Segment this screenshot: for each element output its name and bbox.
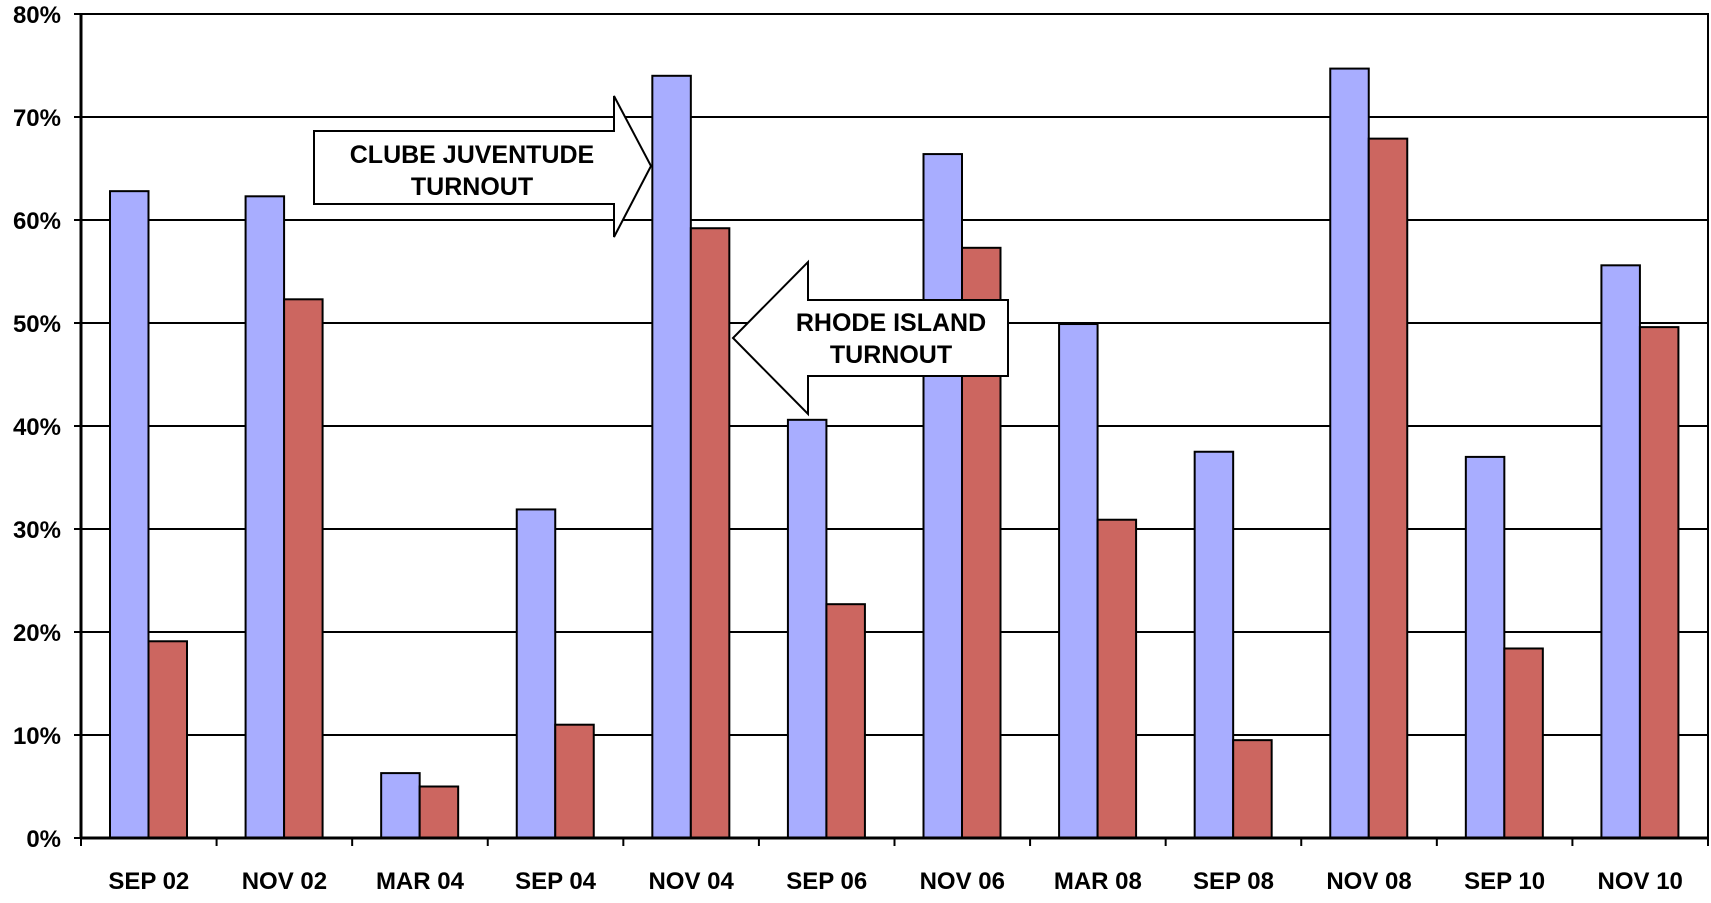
- y-tick-label: 10%: [13, 723, 61, 750]
- x-tick-label: NOV 02: [242, 868, 327, 895]
- bar-series-2-sep-06: [825, 603, 866, 839]
- bar-series-1-mar-04: [380, 772, 421, 839]
- bar-series-2-nov-08: [1367, 137, 1409, 839]
- bar-series-2-mar-08: [1096, 518, 1138, 839]
- x-tick-label: NOV 06: [920, 868, 1005, 895]
- right-arrow-shape: [313, 95, 653, 238]
- x-axis-tick-labels: SEP 02 NOV 02 MAR 04 SEP 04 NOV 04 SEP 06 NOV …: [108, 868, 1683, 895]
- y-tick-label: 50%: [13, 311, 61, 338]
- bar-series-2-sep-04: [554, 723, 595, 840]
- axes-layer: [74, 13, 1709, 846]
- bar-series-2-sep-02: [147, 640, 188, 840]
- bar-series-1-mar-08: [1058, 323, 1099, 839]
- y-tick-label: 70%: [13, 105, 61, 132]
- callout-2-line-2: TURNOUT: [830, 341, 952, 369]
- bar-series-1-sep-06: [786, 418, 828, 839]
- x-tick-label: MAR 08: [1054, 868, 1142, 895]
- bar-series-1-sep-10: [1464, 455, 1506, 839]
- x-tick-label: MAR 04: [376, 868, 465, 895]
- bar-series-1-nov-02: [244, 195, 286, 839]
- y-tick-label: 80%: [13, 2, 61, 29]
- x-tick-label: SEP 08: [1193, 868, 1274, 895]
- y-tick-label: 40%: [13, 414, 61, 441]
- bars-layer: [109, 67, 1680, 840]
- left-arrow-shape: [731, 259, 1009, 417]
- x-tick-label: SEP 06: [786, 868, 867, 895]
- callout-1-line-2: TURNOUT: [411, 173, 533, 201]
- bar-series-2-nov-02: [283, 298, 324, 839]
- bar-series-1-sep-08: [1193, 450, 1235, 839]
- y-tick-label: 60%: [13, 208, 61, 235]
- bar-series-2-sep-08: [1232, 739, 1273, 840]
- bar-series-1-sep-02: [109, 190, 150, 840]
- y-tick-label: 30%: [13, 517, 61, 544]
- bar-series-2-sep-10: [1503, 647, 1544, 839]
- x-tick-label: NOV 04: [648, 868, 734, 895]
- bar-series-1-sep-04: [515, 508, 557, 839]
- bar-series-2-mar-04: [418, 785, 460, 839]
- callout-1-line-1: CLUBE JUVENTUDE: [350, 141, 594, 169]
- bar-series-2-nov-10: [1638, 326, 1680, 839]
- bar-series-1-nov-08: [1329, 67, 1370, 839]
- x-tick-label: SEP 02: [108, 868, 189, 895]
- bar-series-1-nov-10: [1600, 264, 1641, 839]
- bar-series-2-nov-04: [689, 227, 731, 840]
- clube-juventude-turnout-callout: CLUBE JUVENTUDE TURNOUT: [313, 95, 653, 238]
- rhode-island-turnout-callout: RHODE ISLAND TURNOUT: [731, 259, 1009, 417]
- y-axis-tick-labels: 0% 10% 20% 30% 40% 50% 60% 70% 80%: [13, 2, 61, 853]
- callout-2-line-1: RHODE ISLAND: [796, 309, 986, 337]
- bar-series-1-nov-04: [651, 74, 692, 840]
- x-tick-label: SEP 10: [1464, 868, 1545, 895]
- x-tick-label: NOV 10: [1598, 868, 1683, 895]
- y-tick-label: 20%: [13, 620, 61, 647]
- x-tick-label: SEP 04: [515, 868, 597, 895]
- y-tick-label: 0%: [26, 826, 61, 853]
- x-tick-label: NOV 08: [1326, 868, 1411, 895]
- bar-series-1-nov-06: [922, 153, 963, 839]
